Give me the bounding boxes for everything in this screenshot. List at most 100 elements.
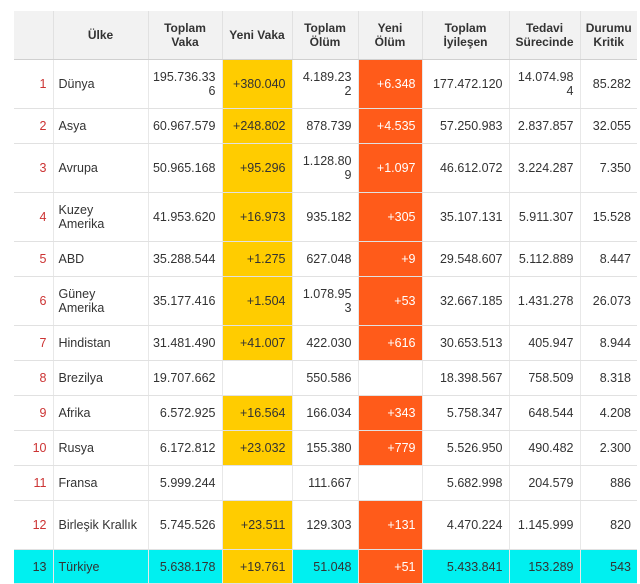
- total-cases-cell: 5.745.526: [147, 500, 222, 550]
- country-cell: Birleşik Krallık: [52, 500, 148, 550]
- new-cases-cell: +248.802: [221, 108, 292, 144]
- new-deaths-cell: +1.097: [357, 143, 422, 193]
- total-recovered-cell: 18.398.567: [421, 360, 509, 396]
- country-cell: Dünya: [52, 59, 148, 109]
- total-recovered-cell: 5.526.950: [421, 430, 509, 466]
- rank-cell: 3: [14, 143, 53, 193]
- total-recovered-cell: 5.433.841: [421, 549, 509, 584]
- new-deaths-cell: +131: [357, 500, 422, 550]
- active-cell: 14.074.984: [508, 59, 580, 109]
- new-deaths-cell: +9: [357, 241, 422, 277]
- new-deaths-cell: [357, 465, 422, 501]
- header-total-recovered[interactable]: Toplam İyileşen: [421, 11, 509, 60]
- country-cell: Asya: [52, 108, 148, 144]
- rank-cell: 4: [14, 192, 53, 242]
- total-recovered-cell: 29.548.607: [421, 241, 509, 277]
- covid-stats-table: Ülke Toplam Vaka Yeni Vaka Toplam Ölüm Y…: [14, 11, 637, 584]
- new-deaths-cell: +4.535: [357, 108, 422, 144]
- rank-cell: 8: [14, 360, 53, 396]
- table-row: 2 Asya 60.967.579 +248.802 878.739 +4.53…: [14, 108, 637, 144]
- critical-cell: 8.447: [579, 241, 637, 277]
- total-deaths-cell: 111.667: [291, 465, 358, 501]
- header-critical[interactable]: Durumu Kritik: [579, 11, 637, 60]
- rank-cell: 2: [14, 108, 53, 144]
- total-deaths-cell: 51.048: [291, 549, 358, 584]
- rank-cell: 9: [14, 395, 53, 431]
- total-recovered-cell: 46.612.072: [421, 143, 509, 193]
- active-cell: 3.224.287: [508, 143, 580, 193]
- active-cell: 758.509: [508, 360, 580, 396]
- total-cases-cell: 35.177.416: [147, 276, 222, 326]
- table-row: 1 Dünya 195.736.336 +380.040 4.189.232 +…: [14, 59, 637, 109]
- total-cases-cell: 19.707.662: [147, 360, 222, 396]
- table-body: 1 Dünya 195.736.336 +380.040 4.189.232 +…: [14, 59, 637, 584]
- new-cases-cell: +380.040: [221, 59, 292, 109]
- header-country[interactable]: Ülke: [52, 11, 148, 60]
- new-deaths-cell: +343: [357, 395, 422, 431]
- total-cases-cell: 6.572.925: [147, 395, 222, 431]
- critical-cell: 4.208: [579, 395, 637, 431]
- critical-cell: 32.055: [579, 108, 637, 144]
- country-cell: Güney Amerika: [52, 276, 148, 326]
- total-deaths-cell: 550.586: [291, 360, 358, 396]
- total-cases-cell: 6.172.812: [147, 430, 222, 466]
- new-deaths-cell: +305: [357, 192, 422, 242]
- active-cell: 1.431.278: [508, 276, 580, 326]
- country-cell: Hindistan: [52, 325, 148, 361]
- total-recovered-cell: 57.250.983: [421, 108, 509, 144]
- total-recovered-cell: 5.758.347: [421, 395, 509, 431]
- active-cell: 648.544: [508, 395, 580, 431]
- header-rank: [14, 11, 53, 60]
- new-cases-cell: +16.564: [221, 395, 292, 431]
- rank-cell: 11: [14, 465, 53, 501]
- critical-cell: 15.528: [579, 192, 637, 242]
- new-cases-cell: +95.296: [221, 143, 292, 193]
- table-row: 11 Fransa 5.999.244 111.667 5.682.998 20…: [14, 465, 637, 501]
- header-active[interactable]: Tedavi Sürecinde: [508, 11, 580, 60]
- total-cases-cell: 60.967.579: [147, 108, 222, 144]
- new-cases-cell: +16.973: [221, 192, 292, 242]
- active-cell: 1.145.999: [508, 500, 580, 550]
- rank-cell: 1: [14, 59, 53, 109]
- total-cases-cell: 31.481.490: [147, 325, 222, 361]
- total-cases-cell: 35.288.544: [147, 241, 222, 277]
- total-recovered-cell: 4.470.224: [421, 500, 509, 550]
- new-deaths-cell: +779: [357, 430, 422, 466]
- active-cell: 405.947: [508, 325, 580, 361]
- table-row: 4 Kuzey Amerika 41.953.620 +16.973 935.1…: [14, 192, 637, 242]
- header-new-cases[interactable]: Yeni Vaka: [221, 11, 292, 60]
- critical-cell: 543: [579, 549, 637, 584]
- new-cases-cell: +1.504: [221, 276, 292, 326]
- total-cases-cell: 195.736.336: [147, 59, 222, 109]
- total-recovered-cell: 30.653.513: [421, 325, 509, 361]
- critical-cell: 8.318: [579, 360, 637, 396]
- new-deaths-cell: +51: [357, 549, 422, 584]
- total-cases-cell: 5.638.178: [147, 549, 222, 584]
- new-cases-cell: +1.275: [221, 241, 292, 277]
- table-row: 3 Avrupa 50.965.168 +95.296 1.128.809 +1…: [14, 143, 637, 193]
- total-deaths-cell: 129.303: [291, 500, 358, 550]
- header-new-deaths[interactable]: Yeni Ölüm: [357, 11, 422, 60]
- total-cases-cell: 41.953.620: [147, 192, 222, 242]
- country-cell: Fransa: [52, 465, 148, 501]
- total-recovered-cell: 35.107.131: [421, 192, 509, 242]
- header-row: Ülke Toplam Vaka Yeni Vaka Toplam Ölüm Y…: [14, 11, 637, 60]
- country-cell: ABD: [52, 241, 148, 277]
- country-cell: Afrika: [52, 395, 148, 431]
- total-recovered-cell: 32.667.185: [421, 276, 509, 326]
- header-total-cases[interactable]: Toplam Vaka: [147, 11, 222, 60]
- new-deaths-cell: +6.348: [357, 59, 422, 109]
- critical-cell: 2.300: [579, 430, 637, 466]
- rank-cell: 13: [14, 549, 53, 584]
- header-total-deaths[interactable]: Toplam Ölüm: [291, 11, 358, 60]
- total-deaths-cell: 4.189.232: [291, 59, 358, 109]
- table-row: 8 Brezilya 19.707.662 550.586 18.398.567…: [14, 360, 637, 396]
- critical-cell: 7.350: [579, 143, 637, 193]
- active-cell: 490.482: [508, 430, 580, 466]
- country-cell: Avrupa: [52, 143, 148, 193]
- total-cases-cell: 50.965.168: [147, 143, 222, 193]
- total-deaths-cell: 878.739: [291, 108, 358, 144]
- critical-cell: 85.282: [579, 59, 637, 109]
- total-cases-cell: 5.999.244: [147, 465, 222, 501]
- table-row: 6 Güney Amerika 35.177.416 +1.504 1.078.…: [14, 276, 637, 326]
